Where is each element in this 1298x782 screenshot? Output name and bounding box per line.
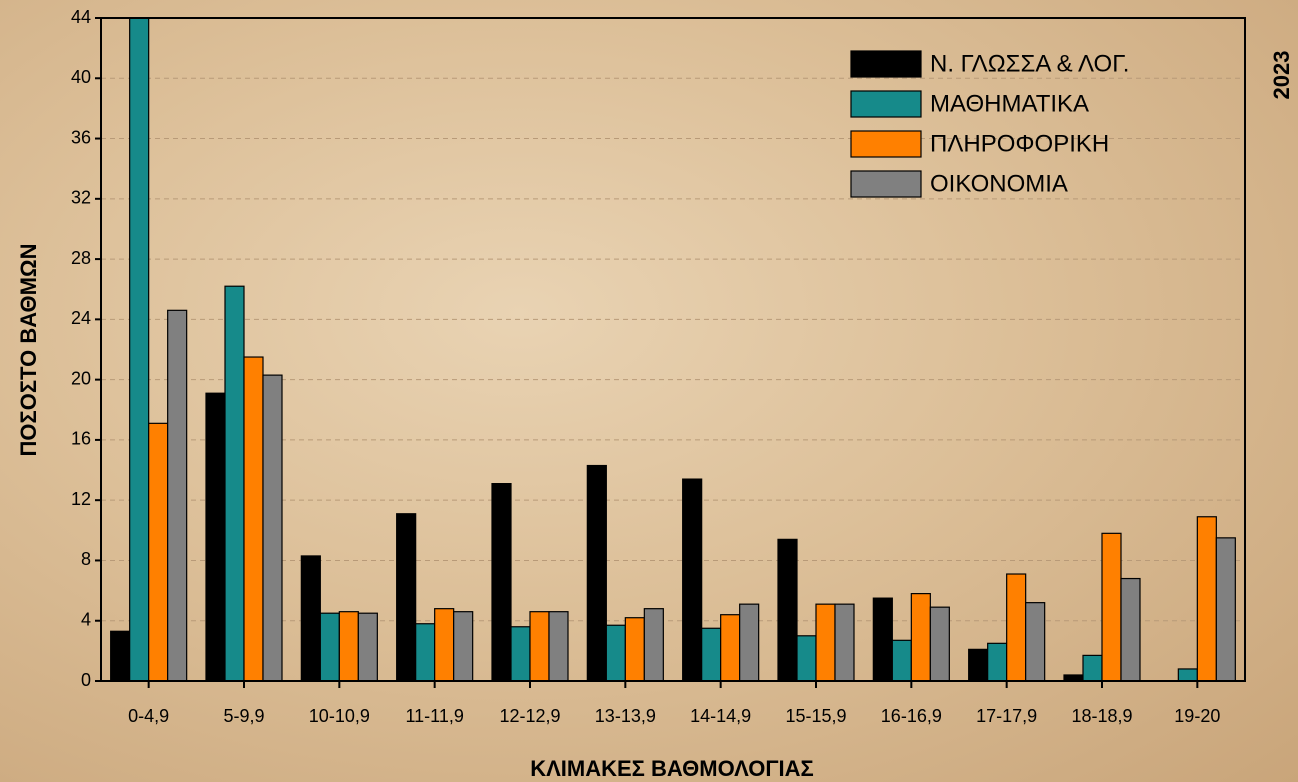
y-axis-title: ΠΟΣΟΣΤΟ ΒΑΘΜΩΝ: [16, 244, 41, 457]
chart-title: 2023: [1269, 51, 1294, 100]
y-tick-label: 32: [71, 188, 91, 208]
bar: [1026, 603, 1045, 681]
x-tick-label: 12-12,9: [499, 706, 560, 726]
bar: [625, 618, 644, 681]
bar: [721, 615, 740, 681]
x-tick-label: 0-4,9: [128, 706, 169, 726]
bar: [1007, 574, 1026, 681]
bar: [149, 423, 168, 681]
bar: [263, 375, 282, 681]
bar: [988, 643, 1007, 681]
bar: [1178, 669, 1197, 681]
bar: [930, 607, 949, 681]
bar: [892, 640, 911, 681]
bar: [587, 466, 606, 681]
y-tick-label: 44: [71, 7, 91, 27]
legend-label: ΠΛΗΡΟΦΟΡΙΚΗ: [930, 130, 1109, 157]
legend-swatch: [851, 51, 921, 77]
bar: [168, 310, 187, 681]
legend-label: ΟΙΚΟΝΟΜΙΑ: [930, 170, 1068, 197]
bar: [873, 598, 892, 681]
bar: [397, 514, 416, 681]
bar: [1216, 538, 1235, 681]
x-axis-title: ΚΛΙΜΑΚΕΣ ΒΑΘΜΟΛΟΓΙΑΣ: [530, 756, 814, 781]
legend-label: Ν. ΓΛΩΣΣΑ & ΛΟΓ.: [930, 50, 1129, 77]
bar: [206, 393, 225, 681]
y-tick-label: 36: [71, 127, 91, 147]
x-tick-label: 18-18,9: [1071, 706, 1132, 726]
y-tick-label: 24: [71, 308, 91, 328]
bar: [244, 357, 263, 681]
x-tick-label: 15-15,9: [785, 706, 846, 726]
y-tick-label: 28: [71, 248, 91, 268]
x-tick-label: 13-13,9: [595, 706, 656, 726]
x-tick-label: 11-11,9: [405, 706, 463, 726]
bar: [835, 604, 854, 681]
bar: [511, 627, 530, 681]
x-tick-label: 10-10,9: [309, 706, 370, 726]
legend-label: ΜΑΘΗΜΑΤΙΚΑ: [930, 90, 1089, 117]
bar: [225, 286, 244, 681]
bar: [339, 612, 358, 681]
y-tick-label: 16: [71, 429, 91, 449]
bar: [1197, 517, 1216, 681]
bar: [778, 539, 797, 681]
bar: [416, 624, 435, 681]
bar: [797, 636, 816, 681]
x-tick-label: 16-16,9: [881, 706, 942, 726]
bar: [606, 625, 625, 681]
bar: [549, 612, 568, 681]
bar: [492, 484, 511, 681]
bar: [816, 604, 835, 681]
y-tick-label: 0: [81, 670, 91, 690]
chart: 2023 ΚΛΙΜΑΚΕΣ ΒΑΘΜΟΛΟΓΙΑΣ ΠΟΣΟΣΤΟ ΒΑΘΜΩΝ…: [0, 0, 1298, 782]
x-tick-label: 19-20: [1174, 706, 1220, 726]
bar: [530, 612, 549, 681]
bar: [1121, 579, 1140, 681]
bar: [435, 609, 454, 681]
bar: [130, 18, 149, 681]
y-tick-label: 20: [71, 368, 91, 388]
bar: [969, 649, 988, 681]
bar: [702, 628, 721, 681]
y-tick-label: 40: [71, 67, 91, 87]
bar: [111, 631, 130, 681]
bar: [740, 604, 759, 681]
bar: [1102, 533, 1121, 681]
bar: [301, 556, 320, 681]
bar: [1083, 655, 1102, 681]
x-tick-label: 5-9,9: [223, 706, 264, 726]
y-tick-label: 8: [81, 549, 91, 569]
bar: [454, 612, 473, 681]
legend-swatch: [851, 131, 921, 157]
y-tick-label: 12: [71, 489, 91, 509]
bar: [683, 479, 702, 681]
x-tick-label: 17-17,9: [976, 706, 1037, 726]
bar: [320, 613, 339, 681]
bar: [644, 609, 663, 681]
y-tick-label: 4: [81, 609, 91, 629]
legend-swatch: [851, 171, 921, 197]
x-tick-label: 14-14,9: [690, 706, 751, 726]
legend-swatch: [851, 91, 921, 117]
bar: [358, 613, 377, 681]
bar: [911, 594, 930, 681]
